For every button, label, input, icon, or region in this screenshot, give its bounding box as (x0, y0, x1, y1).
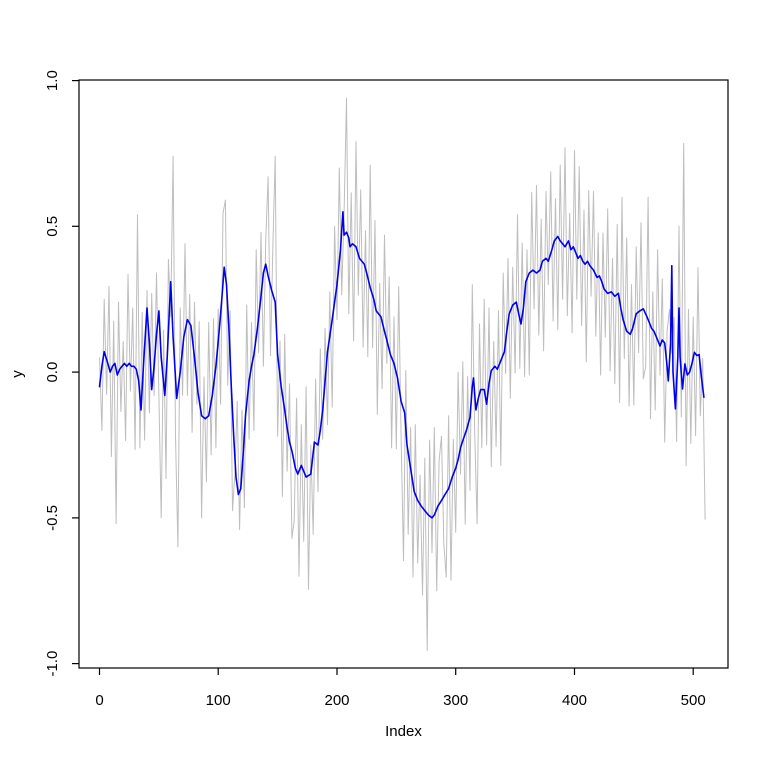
y-tick-label: 0.0 (44, 362, 61, 383)
x-tick-label: 0 (95, 692, 103, 709)
x-tick-label: 400 (562, 692, 587, 709)
y-axis-title: y (9, 370, 26, 378)
x-tick-label: 300 (443, 692, 468, 709)
x-axis-title: Index (385, 723, 422, 740)
y-tick-label: 0.5 (44, 216, 61, 237)
x-tick-label: 500 (681, 692, 706, 709)
y-tick-label: -1.0 (44, 651, 61, 677)
y-tick-label: 1.0 (44, 70, 61, 91)
plot-frame (78, 79, 729, 669)
smooth-series-line (98, 211, 705, 519)
y-tick-label: -0.5 (44, 505, 61, 531)
x-tick-label: 200 (324, 692, 349, 709)
x-tick-label: 100 (206, 692, 231, 709)
noisy-series-line (99, 97, 706, 651)
